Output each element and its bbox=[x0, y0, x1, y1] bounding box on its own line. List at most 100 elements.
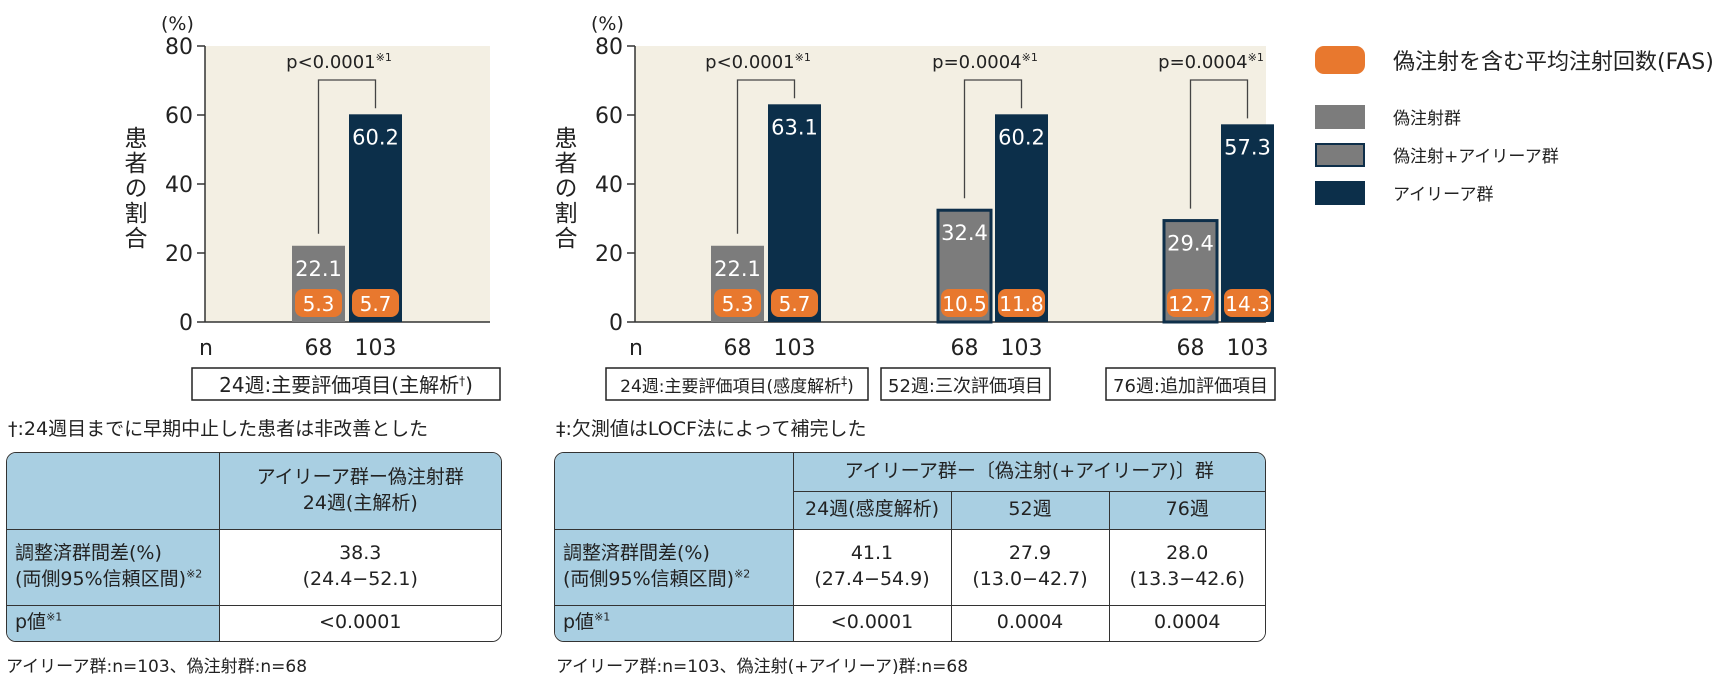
bar-value-label-0-0-1: 60.2 bbox=[352, 125, 399, 149]
n-value-1-0-0: 68 bbox=[724, 336, 752, 361]
p-bracket-1-1 bbox=[963, 79, 1023, 199]
group-label-box-1-2 bbox=[1105, 367, 1276, 401]
legend-row-eylea: アイリーア群 bbox=[1315, 180, 1493, 205]
bar-value-label-1-1-1: 60.2 bbox=[998, 125, 1045, 149]
table-right-row2-label-mark: ※1 bbox=[594, 611, 611, 625]
legend-label-sham: 偽注射群 bbox=[1393, 109, 1461, 129]
y-tick-label-1-4: 80 bbox=[595, 35, 623, 60]
table-right-row1-value-52w: 27.9 (13.0−42.7) bbox=[950, 528, 1110, 606]
injection-label-1-1-0: 10.5 bbox=[942, 292, 987, 316]
injection-pill-1-1-0 bbox=[941, 289, 988, 317]
n-label-0: n bbox=[199, 336, 213, 361]
p-value-1-0: p<0.0001※1 bbox=[705, 51, 811, 73]
injection-pill-1-2-0 bbox=[1167, 289, 1214, 317]
y-axis-label-1: 患者の割合 bbox=[550, 126, 578, 251]
y-tick-label-0-2: 40 bbox=[165, 173, 193, 198]
bar-value-label-1-2-0: 29.4 bbox=[1167, 232, 1214, 256]
n-value-1-1-0: 68 bbox=[951, 336, 979, 361]
y-axis-label-0: 患者の割合 bbox=[120, 126, 148, 251]
injection-label-1-2-1: 14.3 bbox=[1225, 292, 1270, 316]
injection-pill-0-0-1 bbox=[352, 289, 399, 317]
y-tick-label-1-0: 0 bbox=[609, 311, 623, 336]
bar-1-1-1 bbox=[995, 114, 1048, 322]
table-left-row1-value: 38.3 (24.4−52.1) bbox=[218, 528, 501, 606]
n-value-1-2-1: 103 bbox=[1227, 336, 1269, 361]
y-tick-label-0-4: 80 bbox=[165, 35, 193, 60]
injection-pill-1-1-1 bbox=[998, 289, 1045, 317]
injection-label-0-0-1: 5.7 bbox=[360, 292, 392, 316]
legend-label-sham-eylea: 偽注射+アイリーア群 bbox=[1393, 147, 1559, 167]
table-right-subheader-76w: 76週 bbox=[1108, 490, 1265, 530]
table-left-row2-value: <0.0001 bbox=[218, 604, 501, 641]
bar-value-label-1-0-0: 22.1 bbox=[714, 257, 761, 281]
table-right-row1-24w-line2: (27.4−54.9) bbox=[814, 568, 930, 590]
table-right-row1-label: 調整済群間差(%) (両側95%信頼区間)※2 bbox=[555, 528, 794, 606]
injection-label-1-0-0: 5.3 bbox=[722, 292, 754, 316]
y-unit-1: (%) bbox=[591, 13, 624, 35]
group-label-0-0: 24週:主要評価項目(主解析†) bbox=[219, 373, 473, 397]
table-left-row1-value-line2: (24.4−52.1) bbox=[302, 568, 418, 590]
y-tick-label-0-1: 20 bbox=[165, 242, 193, 267]
y-tick-label-0-3: 60 bbox=[165, 104, 193, 129]
table-right-row1-24w-line1: 41.1 bbox=[850, 542, 894, 565]
table-right-row1-value-76w: 28.0 (13.3−42.6) bbox=[1108, 528, 1265, 606]
p-bracket-1-2 bbox=[1189, 79, 1249, 209]
p-value-1-1: p=0.0004※1 bbox=[932, 51, 1038, 73]
legend-title: 偽注射を含む平均注射回数(FAS) bbox=[1393, 50, 1714, 75]
injection-pill-0-0-0 bbox=[295, 289, 342, 317]
legend-swatch-injections bbox=[1315, 46, 1365, 74]
y-tick-label-1-1: 20 bbox=[595, 242, 623, 267]
injection-label-1-2-0: 12.7 bbox=[1168, 292, 1213, 316]
results-table-left: アイリーア群ー偽注射群 24週(主解析) 調整済群間差(%) (両側95%信頼区… bbox=[6, 452, 502, 642]
injection-pill-1-0-1 bbox=[771, 289, 818, 317]
note-left: †:24週目までに早期中止した患者は非改善とした bbox=[8, 418, 429, 440]
table-right-row1-label-line1: 調整済群間差(%) bbox=[563, 542, 710, 565]
table-right-subheader-52w: 52週 bbox=[950, 490, 1110, 530]
legend-swatch-eylea bbox=[1315, 180, 1365, 205]
p-value-0-0: p<0.0001※1 bbox=[286, 51, 392, 73]
y-tick-label-0-0: 0 bbox=[179, 311, 193, 336]
n-label-1: n bbox=[629, 336, 643, 361]
charts-canvas: 020406080(%)患者の割合n22.15.36860.25.7103p<0… bbox=[120, 13, 1276, 401]
table-right-subheader-24w: 24週(感度解析) bbox=[793, 490, 952, 530]
bar-1-0-1 bbox=[768, 104, 821, 323]
table-right-corner bbox=[555, 453, 794, 530]
group-label-1-2: 76週:追加評価項目 bbox=[1113, 376, 1268, 397]
group-label-1-1: 52週:三次評価項目 bbox=[888, 376, 1043, 397]
table-right-row1-76w-line2: (13.3−42.6) bbox=[1129, 568, 1245, 590]
legend-swatch-sham-eylea bbox=[1315, 142, 1365, 167]
note-right: ‡:欠測値はLOCF法によって補完した bbox=[556, 418, 867, 440]
table-left-row1-label-line2: (両側95%信頼区間) bbox=[15, 568, 187, 590]
p-bracket-0-0 bbox=[317, 79, 377, 234]
table-left-row1-label-mark: ※2 bbox=[186, 567, 203, 581]
injection-label-1-1-1: 11.8 bbox=[999, 292, 1044, 316]
table-right-row2-label: p値※1 bbox=[555, 604, 794, 641]
table-left-row2-label-mark: ※1 bbox=[46, 611, 63, 625]
injection-label-1-0-1: 5.7 bbox=[779, 292, 811, 316]
legend-row-sham: 偽注射群 bbox=[1315, 104, 1461, 129]
table-right-row1-label-mark: ※2 bbox=[734, 567, 751, 581]
footnote-right: アイリーア群:n=103、偽注射(+アイリーア)群:n=68 bbox=[556, 657, 969, 677]
table-right-row1-76w-line1: 28.0 bbox=[1166, 542, 1209, 565]
y-unit-0: (%) bbox=[161, 13, 194, 35]
table-right-row1-label-line2: (両側95%信頼区間) bbox=[563, 568, 735, 590]
table-right-row2-value-76w: 0.0004 bbox=[1108, 604, 1265, 641]
group-label-box-0-0 bbox=[191, 367, 501, 401]
bar-value-label-1-2-1: 57.3 bbox=[1224, 135, 1271, 159]
table-left-row2-label: p値※1 bbox=[7, 604, 220, 641]
y-tick-label-1-2: 40 bbox=[595, 173, 623, 198]
legend-row-injections: 偽注射を含む平均注射回数(FAS) bbox=[1315, 44, 1714, 76]
footnote-left: アイリーア群:n=103、偽注射群:n=68 bbox=[6, 657, 308, 677]
n-value-1-2-0: 68 bbox=[1177, 336, 1205, 361]
bar-value-label-1-1-0: 32.4 bbox=[941, 221, 988, 245]
table-left-header-line1: アイリーア群ー偽注射群 bbox=[256, 466, 464, 489]
injection-pill-1-2-1 bbox=[1224, 289, 1271, 317]
plot-area-0 bbox=[205, 46, 490, 322]
legend-row-sham-eylea: 偽注射+アイリーア群 bbox=[1315, 142, 1559, 167]
injection-label-0-0-0: 5.3 bbox=[303, 292, 335, 316]
n-value-0-0-0: 68 bbox=[305, 336, 333, 361]
p-bracket-1-0 bbox=[736, 79, 796, 234]
table-right-row1-52w-line1: 27.9 bbox=[1008, 542, 1052, 565]
table-left-row1-label-line1: 調整済群間差(%) bbox=[15, 542, 162, 565]
p-value-1-2: p=0.0004※1 bbox=[1158, 51, 1264, 73]
